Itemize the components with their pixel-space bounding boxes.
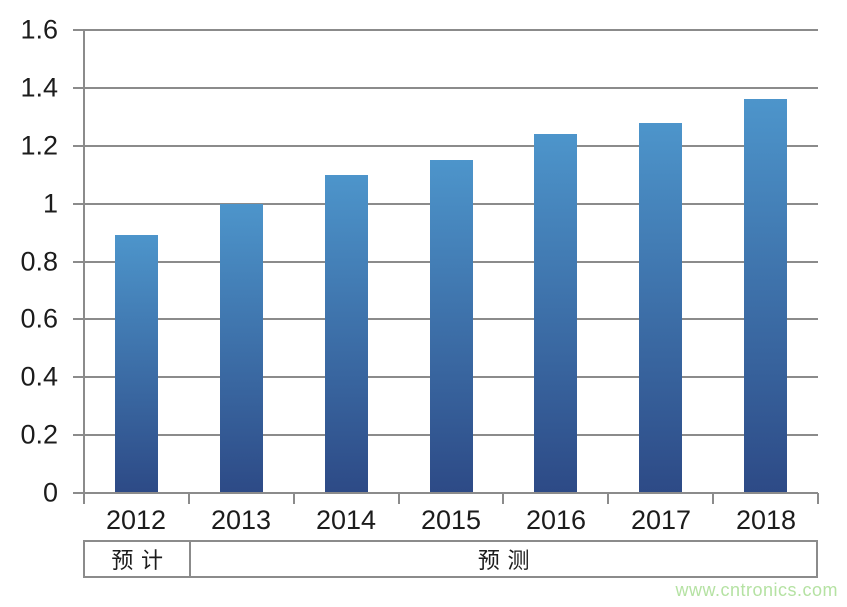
watermark-text: www.cntronics.com (675, 580, 838, 600)
y-axis-tick-label: 0.2 (20, 419, 58, 450)
bar-2016 (534, 134, 577, 493)
y-axis-tick (73, 434, 84, 436)
y-axis-tick (73, 87, 84, 89)
x-axis-tick (83, 493, 85, 504)
bar-2018 (744, 99, 787, 493)
y-axis-tick (73, 145, 84, 147)
y-axis-tick-label: 0 (42, 477, 58, 508)
y-axis-tick-label: 1 (42, 188, 58, 219)
x-axis-label-2016: 2016 (525, 505, 587, 535)
period-cell-0: 预计 (111, 548, 171, 573)
period-table: 预计 预测 (83, 540, 818, 578)
x-axis-line (73, 492, 818, 494)
x-axis-tick (398, 493, 400, 504)
y-axis-tick-label: 1.2 (20, 130, 58, 161)
y-axis-tick (73, 29, 84, 31)
x-axis-tick (188, 493, 190, 504)
gridline-y-1.4 (84, 87, 818, 89)
x-axis-label-2014: 2014 (315, 505, 377, 535)
x-axis-label-2015: 2015 (420, 505, 482, 535)
y-axis-tick-label: 1.4 (20, 72, 58, 103)
period-cell-1: 预测 (189, 542, 816, 576)
x-axis-tick (712, 493, 714, 504)
y-axis-tick-label: 0.6 (20, 303, 58, 334)
bar-2017 (639, 123, 682, 493)
y-axis-tick (73, 203, 84, 205)
y-axis-tick (73, 261, 84, 263)
y-axis-tick-label: 1.6 (20, 14, 58, 45)
x-axis-label-2013: 2013 (210, 505, 272, 535)
bar-2015 (430, 160, 473, 493)
y-axis-tick-label: 0.4 (20, 361, 58, 392)
x-axis-tick (607, 493, 609, 504)
x-axis-tick (293, 493, 295, 504)
y-axis-tick-label: 0.8 (20, 246, 58, 277)
x-axis-tick (817, 493, 819, 504)
x-axis-tick (502, 493, 504, 504)
gridline-y-1.6 (84, 29, 818, 31)
x-axis-label-2018: 2018 (735, 505, 797, 535)
y-axis-tick (73, 318, 84, 320)
bar-2014 (325, 175, 368, 493)
gridline-y-1.2 (84, 145, 818, 147)
bar-2012 (115, 235, 158, 493)
x-axis-label-2012: 2012 (105, 505, 167, 535)
bar-2013 (220, 204, 263, 493)
y-axis-line (83, 30, 85, 504)
y-axis-tick (73, 376, 84, 378)
x-axis-label-2017: 2017 (630, 505, 692, 535)
